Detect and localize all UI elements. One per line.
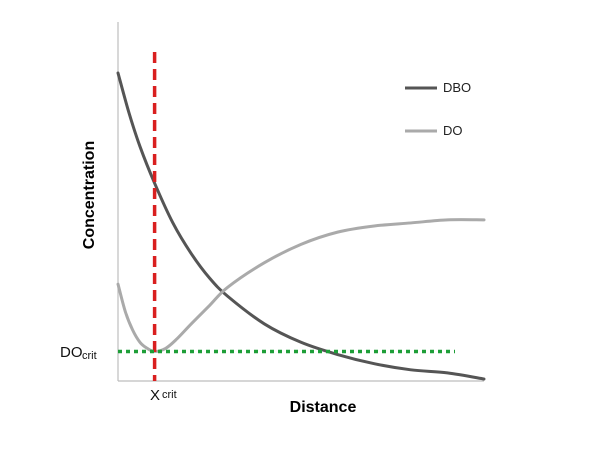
- x-crit-label-main: X: [150, 387, 160, 404]
- x-crit-label-sub: crit: [162, 389, 177, 401]
- do-crit-label: DO crit: [60, 344, 97, 362]
- y-axis-title: Concentration: [81, 141, 98, 249]
- legend: DBO DO: [405, 80, 471, 138]
- x-axis-title: Distance: [290, 399, 357, 416]
- legend-label-dbo: DBO: [443, 80, 471, 95]
- do-crit-label-sub: crit: [82, 350, 97, 362]
- series-line-dbo: [116, 71, 486, 381]
- legend-label-do: DO: [443, 123, 463, 138]
- series-layer: [116, 71, 486, 381]
- x-crit-label: X crit: [150, 387, 177, 404]
- annotation-layer: [118, 52, 455, 381]
- axes: [117, 22, 484, 382]
- do-crit-label-main: DO: [60, 344, 83, 361]
- series-line-do: [116, 218, 486, 353]
